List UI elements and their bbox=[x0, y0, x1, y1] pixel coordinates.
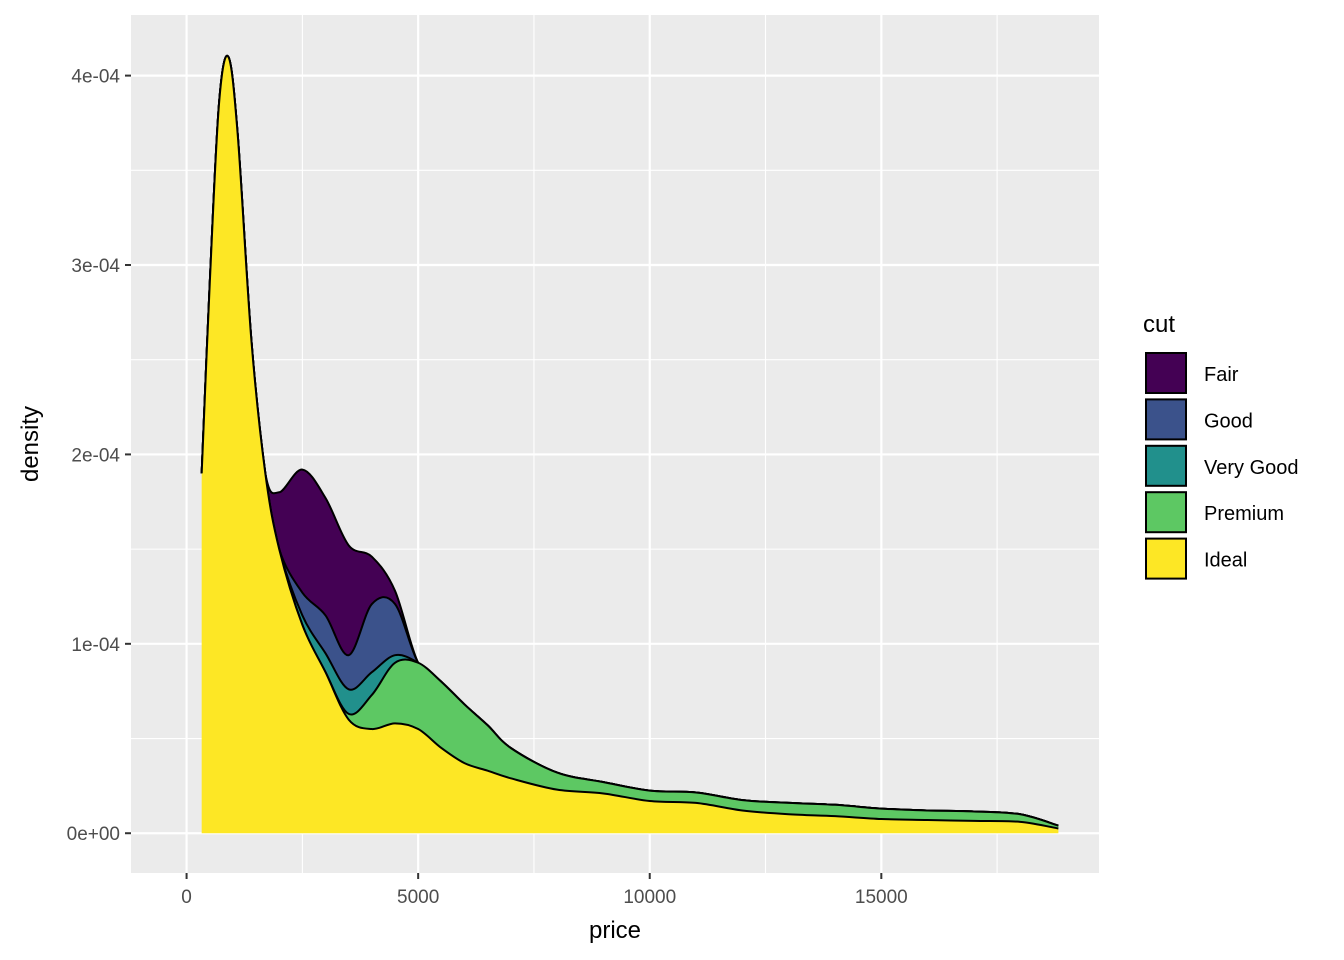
legend-label: Good bbox=[1204, 410, 1253, 432]
legend-label: Premium bbox=[1204, 503, 1284, 525]
area-ideal bbox=[201, 55, 1059, 834]
legend-label: Fair bbox=[1204, 364, 1239, 386]
x-tick-label: 10000 bbox=[623, 887, 676, 908]
x-tick-label: 15000 bbox=[855, 887, 908, 908]
density-areas bbox=[200, 54, 1059, 834]
x-axis-title: price bbox=[589, 917, 641, 944]
axes: 0 5000 10000 15000 0e+00 1e-04 2e-04 3e-04 4e-04 bbox=[67, 67, 908, 908]
legend-swatch-premium bbox=[1145, 491, 1187, 534]
legend-swatch-good bbox=[1145, 398, 1187, 441]
legend-title: cut bbox=[1143, 311, 1175, 338]
legend: cut Fair Good Very Good Premium Ideal bbox=[1143, 311, 1299, 580]
y-tick-label: 4e-04 bbox=[71, 67, 120, 88]
y-tick-label: 3e-04 bbox=[71, 256, 120, 277]
legend-label: Ideal bbox=[1204, 550, 1247, 572]
y-tick-label: 0e+00 bbox=[67, 824, 120, 845]
legend-swatch-ideal bbox=[1145, 537, 1187, 580]
legend-swatch-fair bbox=[1145, 352, 1187, 394]
x-tick-label: 0 bbox=[181, 887, 192, 908]
legend-swatch-very-good bbox=[1145, 444, 1187, 487]
x-tick-label: 5000 bbox=[397, 887, 439, 908]
y-axis-title: density bbox=[17, 406, 44, 482]
y-tick-label: 2e-04 bbox=[71, 445, 120, 466]
outline-ideal bbox=[200, 54, 1059, 830]
y-tick-label: 1e-04 bbox=[71, 635, 120, 656]
legend-label: Very Good bbox=[1204, 457, 1299, 479]
